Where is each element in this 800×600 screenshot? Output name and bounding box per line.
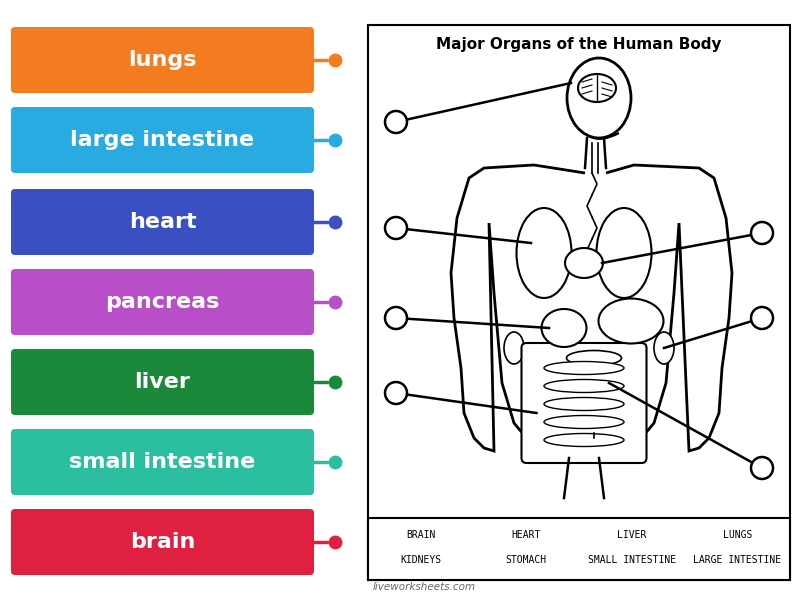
Circle shape bbox=[385, 217, 407, 239]
Ellipse shape bbox=[565, 248, 603, 278]
FancyBboxPatch shape bbox=[11, 269, 314, 335]
Text: KIDNEYS: KIDNEYS bbox=[400, 555, 442, 565]
Text: pancreas: pancreas bbox=[106, 292, 220, 312]
PathPatch shape bbox=[451, 165, 732, 458]
Text: HEART: HEART bbox=[511, 530, 541, 540]
Ellipse shape bbox=[598, 298, 663, 343]
FancyBboxPatch shape bbox=[11, 349, 314, 415]
Text: SMALL INTESTINE: SMALL INTESTINE bbox=[588, 555, 676, 565]
Ellipse shape bbox=[544, 433, 624, 446]
Text: STOMACH: STOMACH bbox=[506, 555, 547, 565]
Text: LUNGS: LUNGS bbox=[722, 530, 752, 540]
Bar bbox=[368, 518, 790, 580]
Bar bbox=[368, 25, 790, 580]
Text: Major Organs of the Human Body: Major Organs of the Human Body bbox=[436, 37, 722, 52]
Circle shape bbox=[385, 382, 407, 404]
Ellipse shape bbox=[504, 332, 524, 364]
Text: brain: brain bbox=[130, 532, 195, 552]
Ellipse shape bbox=[597, 208, 651, 298]
FancyBboxPatch shape bbox=[11, 429, 314, 495]
Ellipse shape bbox=[578, 74, 616, 102]
FancyBboxPatch shape bbox=[11, 107, 314, 173]
Text: small intestine: small intestine bbox=[70, 452, 256, 472]
Ellipse shape bbox=[542, 309, 586, 347]
Text: liveworksheets.com: liveworksheets.com bbox=[373, 582, 476, 592]
Ellipse shape bbox=[544, 361, 624, 374]
Circle shape bbox=[385, 111, 407, 133]
Ellipse shape bbox=[654, 332, 674, 364]
FancyBboxPatch shape bbox=[522, 343, 646, 463]
Text: LARGE INTESTINE: LARGE INTESTINE bbox=[693, 555, 782, 565]
Text: BRAIN: BRAIN bbox=[406, 530, 435, 540]
Ellipse shape bbox=[517, 208, 571, 298]
Text: heart: heart bbox=[129, 212, 196, 232]
Text: lungs: lungs bbox=[128, 50, 197, 70]
Circle shape bbox=[385, 307, 407, 329]
Ellipse shape bbox=[567, 58, 631, 138]
Circle shape bbox=[751, 222, 773, 244]
FancyBboxPatch shape bbox=[11, 509, 314, 575]
Text: liver: liver bbox=[134, 372, 190, 392]
Ellipse shape bbox=[544, 397, 624, 410]
FancyBboxPatch shape bbox=[11, 27, 314, 93]
Ellipse shape bbox=[566, 350, 622, 365]
Text: large intestine: large intestine bbox=[70, 130, 254, 150]
Text: LIVER: LIVER bbox=[617, 530, 646, 540]
Circle shape bbox=[751, 307, 773, 329]
Ellipse shape bbox=[544, 379, 624, 392]
Circle shape bbox=[751, 457, 773, 479]
Ellipse shape bbox=[544, 415, 624, 428]
FancyBboxPatch shape bbox=[11, 189, 314, 255]
